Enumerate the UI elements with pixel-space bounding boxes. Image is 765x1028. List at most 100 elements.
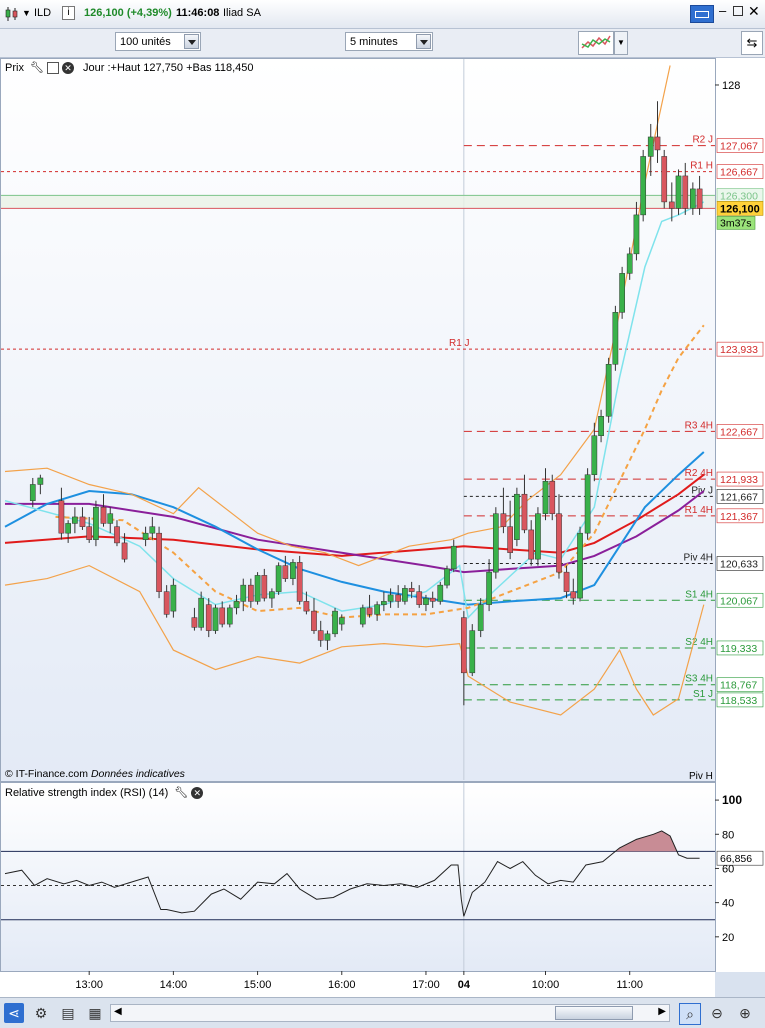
candle-body bbox=[696, 188, 703, 209]
rsi-label: Relative strength index (RSI) (14) bbox=[5, 787, 169, 799]
candle-body bbox=[72, 516, 78, 524]
keyboard-icon[interactable] bbox=[690, 5, 714, 23]
indicator-line bbox=[4, 201, 705, 620]
instrument-name: Iliad SA bbox=[223, 7, 261, 19]
candle-body bbox=[682, 175, 689, 209]
level-price-box bbox=[716, 138, 764, 153]
reference-price-label: 126,300 bbox=[720, 190, 758, 202]
status-bar: ⋖ ⚙︎ ▤ ▦ ◀ ▶ ⌕ ⊖ ⊕ bbox=[0, 997, 765, 1028]
chart-style-dropdown[interactable]: ▼ bbox=[614, 31, 628, 55]
level-name: R3 4H bbox=[685, 420, 713, 431]
tools-icon[interactable]: ⚙︎ bbox=[34, 1005, 48, 1021]
candle-body bbox=[191, 617, 198, 628]
countdown-label: 3m37s bbox=[720, 217, 752, 229]
candle-body bbox=[311, 610, 317, 631]
wrench-icon[interactable]: 🔧︎ bbox=[30, 62, 44, 74]
level-name: Piv J bbox=[691, 485, 713, 496]
grid-icon[interactable]: ▦ bbox=[88, 1005, 102, 1021]
scroll-right-icon[interactable]: ▶ bbox=[658, 1006, 666, 1017]
level-price-label: 121,667 bbox=[720, 491, 758, 503]
candle-body bbox=[247, 584, 254, 602]
level-price-box bbox=[716, 471, 764, 487]
candle-body bbox=[79, 516, 86, 527]
candle-body bbox=[514, 493, 520, 540]
horizontal-scrollbar[interactable]: ◀ ▶ bbox=[110, 1004, 670, 1022]
candle-body bbox=[577, 532, 583, 599]
candle-body bbox=[605, 364, 612, 417]
rsi-panel-title: Relative strength index (RSI) (14) 🔧︎ ✕ bbox=[5, 786, 204, 800]
chevron-down-icon[interactable] bbox=[416, 34, 431, 49]
share-icon[interactable]: ⋖ bbox=[4, 1003, 24, 1023]
candle-body bbox=[668, 201, 675, 209]
close-icon[interactable]: ✕ bbox=[748, 3, 760, 19]
candle-body bbox=[149, 526, 156, 534]
candle-body bbox=[477, 604, 484, 631]
chart-canvas[interactable]: R2 J 127,067 R1 H 126,667 R1 J 123,933 R3 4H 12… bbox=[0, 0, 765, 997]
candle-body bbox=[324, 633, 331, 641]
zoom-out-icon[interactable]: ⊖ bbox=[711, 1005, 723, 1021]
candle-body bbox=[381, 601, 387, 605]
chart-style-button[interactable] bbox=[578, 31, 614, 55]
level-price-box bbox=[716, 164, 764, 179]
scroll-left-icon[interactable]: ◀ bbox=[114, 1006, 122, 1017]
candle-body bbox=[261, 575, 268, 599]
candle-body bbox=[633, 214, 640, 255]
zoom-in-icon[interactable]: ⊕ bbox=[739, 1005, 751, 1021]
data-credit: © IT-Finance.com Données indicatives bbox=[5, 768, 185, 780]
candle-body bbox=[156, 532, 162, 592]
chevron-down-icon[interactable] bbox=[184, 34, 199, 49]
day-stats: Jour :+Haut 127,750 +Bas 118,450 bbox=[83, 62, 254, 74]
candle-body bbox=[275, 565, 282, 592]
candle-body bbox=[626, 253, 633, 274]
zoom-fit-icon[interactable]: ⌕ bbox=[679, 1003, 701, 1025]
candle-body bbox=[107, 513, 114, 524]
maximize-icon[interactable] bbox=[733, 6, 743, 16]
level-name: R2 J bbox=[692, 135, 713, 146]
level-price-box bbox=[716, 640, 764, 656]
candle-body bbox=[290, 562, 296, 579]
level-price-box bbox=[716, 677, 764, 693]
units-select[interactable]: 100 unités bbox=[115, 32, 201, 51]
side-panel-toggle[interactable]: ⇆ bbox=[741, 31, 763, 55]
candle-body bbox=[584, 474, 591, 534]
current-price-label: 126,100 bbox=[720, 203, 760, 215]
candle-body bbox=[163, 591, 170, 615]
minimize-icon[interactable]: – bbox=[719, 3, 727, 18]
level-name: R2 4H bbox=[685, 468, 713, 479]
info-icon[interactable]: i bbox=[62, 6, 75, 20]
candle-body bbox=[598, 416, 604, 436]
time-axis bbox=[0, 971, 715, 998]
level-name: S1 J bbox=[693, 689, 713, 700]
countdown-box bbox=[716, 216, 756, 230]
price-panel-label: Prix bbox=[5, 62, 24, 74]
candlestick-icon bbox=[5, 7, 18, 21]
calculator-icon[interactable]: ▤ bbox=[61, 1005, 75, 1021]
candle-body bbox=[170, 584, 177, 612]
candle-body bbox=[640, 156, 647, 216]
candle-body bbox=[675, 175, 682, 209]
candle-body bbox=[29, 484, 36, 501]
rsi-overbought-fill bbox=[615, 830, 677, 852]
symbol-dropdown[interactable]: ▼ ILD bbox=[22, 7, 51, 19]
scrollbar-thumb[interactable] bbox=[555, 1006, 633, 1020]
level-price-label: 126,667 bbox=[720, 167, 758, 179]
indicator-line bbox=[5, 490, 705, 574]
interval-select[interactable]: 5 minutes bbox=[345, 32, 433, 51]
price-band bbox=[1, 195, 715, 209]
chart-style-icon bbox=[581, 35, 611, 49]
close-panel-icon[interactable]: ✕ bbox=[191, 787, 204, 800]
credit-source: © IT-Finance.com bbox=[5, 768, 89, 780]
time-tick-label: 15:00 bbox=[244, 979, 272, 991]
level-price-box bbox=[716, 692, 764, 708]
candle-body bbox=[395, 594, 402, 602]
level-price-box bbox=[716, 341, 764, 357]
candle-body bbox=[423, 597, 429, 605]
level-price-label: 119,333 bbox=[720, 643, 757, 655]
candle-body bbox=[486, 571, 492, 605]
rsi-value-label: 66,856 bbox=[720, 853, 752, 865]
level-price-label: 118,533 bbox=[720, 695, 757, 707]
close-panel-icon[interactable]: ✕ bbox=[61, 62, 74, 75]
window-icon[interactable] bbox=[46, 62, 59, 75]
candle-body bbox=[233, 601, 240, 609]
wrench-icon[interactable]: 🔧︎ bbox=[174, 787, 189, 799]
